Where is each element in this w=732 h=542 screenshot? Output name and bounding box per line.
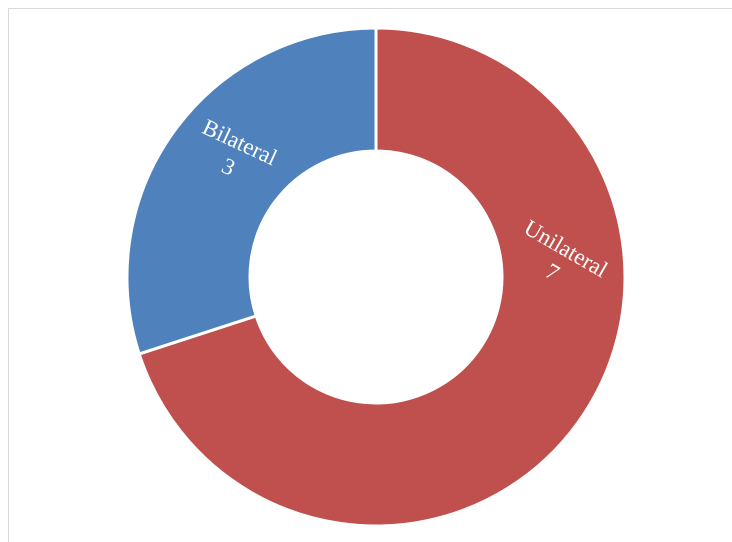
donut-slices xyxy=(125,26,627,528)
slice-unilateral xyxy=(137,26,627,528)
slice-bilateral xyxy=(125,26,378,356)
